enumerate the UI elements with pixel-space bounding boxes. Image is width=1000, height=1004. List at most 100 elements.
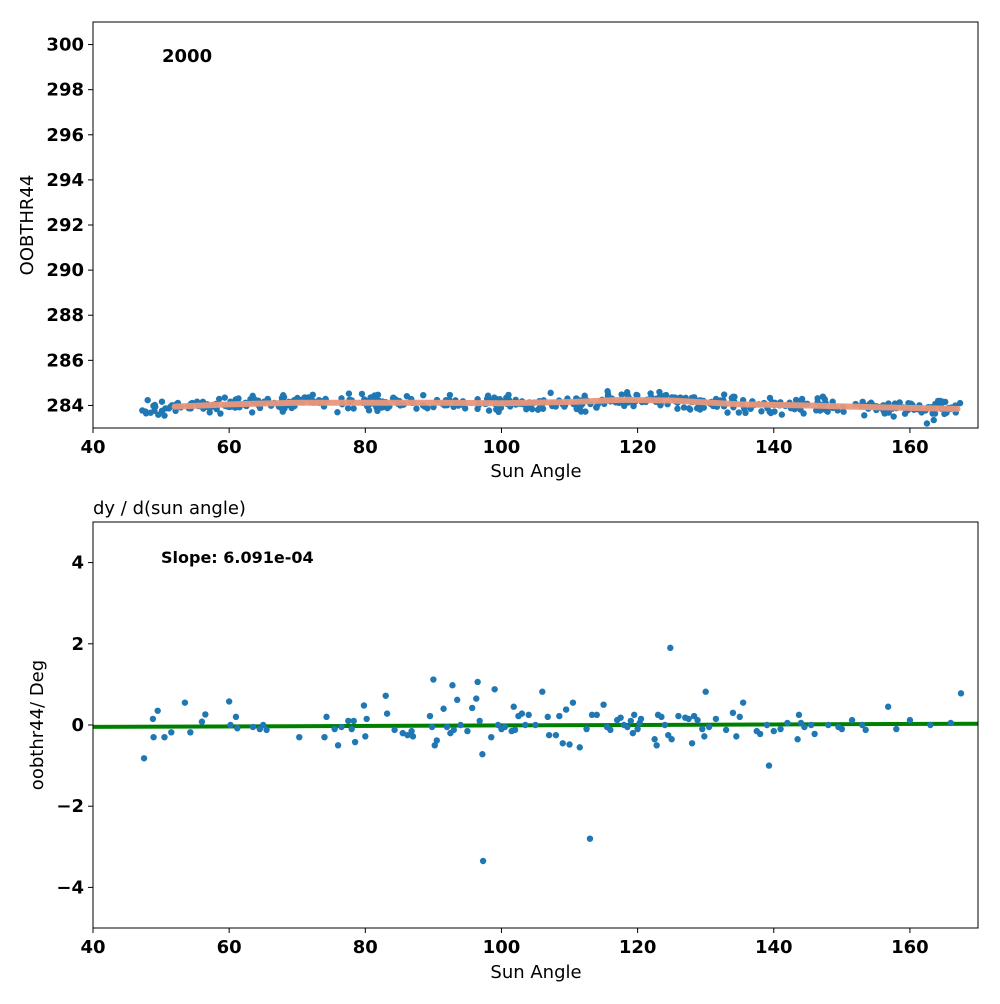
bottom-y-ticks: −4 −2 0 2 4 (56, 553, 93, 898)
bottom-data-point (712, 715, 720, 723)
y-tick-label: 296 (46, 125, 84, 146)
bottom-data-point (321, 733, 328, 741)
bottom-data-point (801, 723, 808, 731)
top-data-point (905, 399, 912, 407)
bottom-data-point (431, 742, 438, 749)
bottom-data-point (362, 733, 369, 740)
bottom-data-point (338, 723, 345, 731)
bottom-annotation: Slope: 6.091e-04 (161, 548, 314, 567)
bottom-data-point (334, 742, 342, 749)
top-data-point (724, 409, 731, 416)
bottom-data-point (234, 725, 241, 732)
top-data-point (484, 392, 492, 399)
top-plot-frame (92, 21, 979, 429)
bottom-data-point (668, 736, 675, 743)
top-data-point (680, 404, 688, 411)
bottom-data-point (259, 721, 267, 729)
bottom-data-point (249, 723, 257, 731)
bottom-data-point (763, 721, 771, 729)
bottom-data-point (893, 725, 900, 733)
bottom-data-point (525, 711, 532, 719)
bottom-data-point (404, 731, 411, 739)
bottom-data-point (733, 733, 740, 740)
top-data-point (155, 411, 162, 418)
x-tick-label: 140 (755, 937, 793, 958)
bottom-data-point (559, 740, 566, 747)
bottom-data-point (428, 723, 436, 731)
bottom-data-point (161, 733, 168, 741)
bottom-data-point (756, 730, 764, 738)
bottom-data-point (811, 730, 818, 738)
top-data-point (158, 398, 166, 405)
bottom-data-point (149, 715, 157, 723)
top-x-axis-label: Sun Angle (490, 461, 581, 482)
bottom-data-point (382, 692, 389, 699)
bottom-data-point (518, 710, 526, 717)
top-panel: 40 60 80 100 120 140 160 284 286 288 290 292 294 296… (17, 21, 979, 482)
top-data-point (735, 409, 743, 416)
bottom-data-point (323, 713, 330, 721)
bottom-data-point (187, 729, 194, 736)
y-tick-label: −4 (56, 877, 84, 898)
bottom-data-point (168, 729, 175, 736)
bottom-chart-title: dy / d(sun angle) (93, 498, 246, 519)
y-tick-label: 284 (46, 395, 84, 416)
top-data-point (217, 410, 224, 417)
bottom-panel: dy / d(sun angle) 40 60 80 100 120 140 160 −4−… (27, 498, 979, 983)
bottom-data-point (701, 733, 708, 740)
top-data-point (720, 391, 728, 398)
top-data-point (536, 404, 544, 411)
top-data-point (491, 394, 498, 401)
bottom-data-point (556, 712, 563, 720)
top-data-point (896, 399, 903, 406)
bottom-data-point (770, 727, 777, 735)
bottom-data-point (729, 709, 737, 717)
bottom-data-point (765, 762, 773, 769)
bottom-data-point (627, 717, 635, 725)
bottom-data-point (739, 699, 747, 706)
top-data-point (461, 405, 469, 412)
bottom-data-point (631, 711, 638, 719)
bottom-data-point (150, 733, 157, 741)
bottom-data-point (476, 717, 483, 725)
y-tick-label: 288 (46, 305, 84, 326)
top-data-point (350, 405, 357, 412)
top-data-point (582, 408, 589, 415)
bottom-data-point (232, 713, 240, 721)
top-data-point (523, 406, 530, 413)
top-data-point (861, 412, 868, 419)
bottom-data-point (501, 723, 509, 731)
bottom-data-point (562, 706, 570, 713)
bottom-data-point (363, 715, 370, 723)
bottom-data-point (383, 710, 391, 717)
bottom-data-point (795, 711, 803, 719)
top-y-ticks: 284 286 288 290 292 294 296 298 300 (46, 35, 93, 416)
bottom-data-point (539, 688, 546, 695)
bottom-data-point (848, 716, 856, 724)
x-tick-label: 60 (217, 437, 242, 458)
bottom-data-point (794, 736, 801, 743)
top-data-point (621, 402, 628, 410)
bottom-data-point (433, 737, 440, 744)
bottom-data-point (450, 726, 458, 734)
bottom-data-point (661, 721, 669, 729)
bottom-data-point (488, 733, 495, 741)
top-data-point (819, 393, 827, 400)
top-data-point (367, 394, 375, 401)
bottom-data-point (702, 688, 709, 695)
top-x-ticks: 40 60 80 100 120 140 160 (80, 428, 929, 458)
bottom-data-point (947, 719, 954, 727)
top-trend-line (171, 396, 961, 412)
top-data-point (151, 401, 159, 409)
x-tick-label: 160 (891, 937, 929, 958)
y-tick-label: 4 (71, 553, 84, 574)
bottom-data-point (263, 726, 270, 734)
x-tick-label: 60 (217, 937, 242, 958)
bottom-data-point (838, 725, 846, 733)
bottom-data-point (576, 744, 583, 751)
bottom-data-point (736, 713, 743, 721)
bottom-data-point (408, 727, 415, 735)
bottom-data-point (391, 726, 398, 734)
bottom-data-point (617, 714, 624, 721)
